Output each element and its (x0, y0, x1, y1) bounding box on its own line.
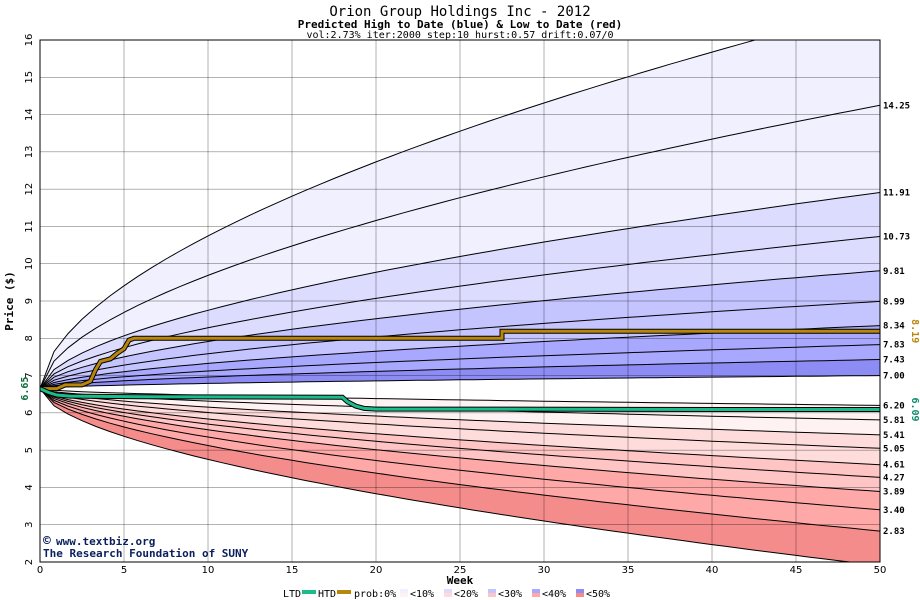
right-quantile-label: 7.83 (883, 341, 905, 351)
legend-ltd-label: LTD (283, 589, 301, 600)
y-tick-label: 9 (24, 298, 35, 304)
credit-url: www.textbiz.org (56, 535, 155, 548)
low-band (40, 388, 880, 562)
legend-swatch-low (576, 593, 584, 597)
legend-swatch-high (400, 589, 408, 593)
y-tick-label: 2 (24, 559, 35, 565)
legend-htd-label: HTD (318, 589, 336, 600)
right-quantile-label: 5.81 (883, 416, 905, 426)
htd-end-label: 8.19 (909, 319, 920, 343)
chart-params: vol:2.73% iter:2000 step:10 hurst:0.57 d… (306, 30, 613, 41)
y-tick-label: 16 (24, 34, 35, 47)
low-band (40, 388, 880, 510)
high-band (40, 40, 880, 389)
right-quantile-label: 3.89 (883, 488, 905, 498)
right-quantile-label: 5.05 (883, 444, 905, 454)
low-band (40, 388, 880, 492)
chart-subtitle: Predicted High to Date (blue) & Low to D… (298, 18, 623, 31)
x-tick-label: 25 (454, 565, 467, 576)
low-band (40, 388, 880, 532)
legend-swatch-high (444, 589, 452, 593)
y-axis-ticks: 2 3 4 5 6 7 8 9 10 11 12 13 14 15 16 (24, 34, 35, 566)
right-quantile-label: 9.81 (883, 267, 905, 277)
x-tick-label: 30 (538, 565, 551, 576)
htd-line (40, 329, 880, 391)
right-quantile-label: 7.00 (883, 372, 905, 382)
right-quantile-labels: 14.25 11.91 10.73 9.81 8.99 8.34 7.83 7.43 7.00 6… (883, 101, 910, 537)
x-tick-label: 15 (286, 565, 299, 576)
legend-prob-prefix: prob:0% (354, 589, 396, 600)
y-tick-label: 13 (24, 145, 35, 158)
y-tick-label: 5 (24, 447, 35, 453)
right-quantile-label: 14.25 (883, 101, 910, 111)
y-tick-label: 10 (24, 257, 35, 270)
right-quantile-label: 8.99 (883, 297, 905, 307)
copyright-symbol: © (43, 534, 51, 549)
legend-htd-swatch (337, 590, 351, 594)
x-tick-label: 50 (874, 565, 887, 576)
y-tick-label: 7 (24, 372, 35, 378)
right-quantile-label: 2.83 (883, 527, 905, 537)
legend-swatch-high (488, 589, 496, 593)
credit-org: The Research Foundation of SUNY (43, 547, 249, 560)
legend-item-label: <30% (498, 589, 522, 600)
plot-frame (39, 39, 881, 563)
x-tick-label: 0 (37, 565, 43, 576)
legend-item-label: <40% (542, 589, 566, 600)
low-band (40, 388, 880, 449)
right-quantile-label: 8.34 (883, 322, 905, 332)
right-quantile-label: 7.43 (883, 356, 905, 366)
right-quantile-label: 4.61 (883, 461, 905, 471)
legend: LTD HTD prob:0% <10% <20% <30% <40% <50% (283, 589, 610, 600)
right-quantile-label: 11.91 (883, 188, 910, 198)
high-band (40, 236, 880, 389)
x-tick-label: 10 (202, 565, 215, 576)
x-axis-ticks: 0 5 10 15 20 25 30 35 40 45 50 (37, 565, 887, 576)
right-quantile-label: 10.73 (883, 232, 910, 242)
y-tick-label: 6 (24, 410, 35, 416)
x-tick-label: 40 (706, 565, 719, 576)
legend-item-label: <10% (410, 589, 434, 600)
right-quantile-label: 5.41 (883, 431, 905, 441)
ltd-line (40, 387, 880, 411)
y-tick-label: 11 (24, 220, 35, 233)
y-tick-label: 15 (24, 71, 35, 84)
right-quantile-label: 3.40 (883, 506, 905, 516)
low-band (40, 388, 880, 478)
y-tick-label: 12 (24, 183, 35, 196)
legend-item-label: <50% (586, 589, 610, 600)
start-price-label: 6.65 (20, 377, 31, 401)
x-tick-label: 45 (790, 565, 803, 576)
legend-swatch-low (444, 593, 452, 597)
right-quantile-label: 4.27 (883, 473, 905, 483)
legend-ltd-swatch (302, 590, 316, 594)
high-band (40, 192, 880, 389)
series-lines (40, 328, 880, 412)
legend-swatch-low (400, 593, 408, 597)
y-tick-label: 8 (24, 335, 35, 341)
y-tick-label: 14 (24, 108, 35, 121)
legend-item-label: <20% (454, 589, 478, 600)
x-tick-label: 35 (622, 565, 635, 576)
y-tick-label: 3 (24, 522, 35, 528)
right-quantile-label: 6.20 (883, 401, 905, 411)
x-tick-label: 5 (121, 565, 127, 576)
legend-swatch-high (532, 589, 540, 593)
chart-title: Orion Group Holdings Inc - 2012 (329, 4, 590, 20)
low-band (40, 388, 880, 465)
legend-swatch-low (532, 593, 540, 597)
x-tick-label: 20 (370, 565, 383, 576)
ltd-end-label: 6.09 (909, 397, 920, 421)
y-tick-label: 4 (24, 484, 35, 490)
y-axis-label: Price ($) (3, 271, 16, 331)
x-axis-label: Week (447, 574, 474, 587)
legend-swatch-low (488, 593, 496, 597)
legend-swatch-high (576, 589, 584, 593)
